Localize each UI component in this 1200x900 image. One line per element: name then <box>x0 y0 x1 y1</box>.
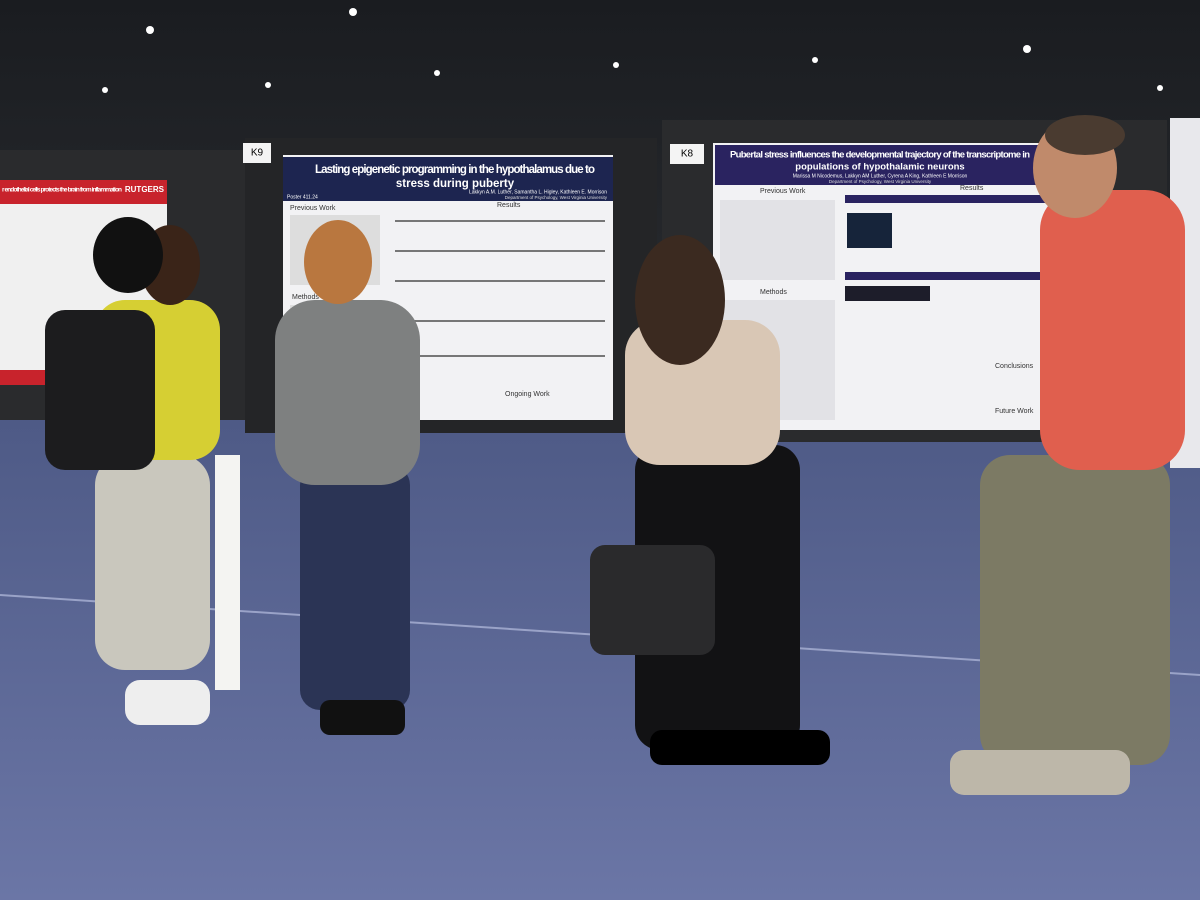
poster-affiliation: Department of Psychology, West Virginia … <box>829 179 932 184</box>
lights <box>102 8 1163 93</box>
poster-tube <box>215 455 240 690</box>
poster-section: Methods <box>292 294 319 301</box>
poster-title: populations of hypothalamic neurons <box>795 162 964 173</box>
poster-title: Pubertal stress influences the developme… <box>730 150 1030 161</box>
poster-section: Conclusions <box>995 363 1034 370</box>
poster-authors: Lakkyn A.M. Luther, Samantha L. Higley, … <box>469 189 607 195</box>
person <box>625 235 830 765</box>
person <box>950 115 1185 795</box>
poster-title: stress during puberty <box>396 178 515 190</box>
bags <box>590 545 715 655</box>
person <box>45 217 220 725</box>
poster-section: Results <box>497 202 521 209</box>
poster-section: Future Work <box>995 408 1034 415</box>
poster-header <box>0 180 167 204</box>
poster-number: Poster 411.24 <box>287 194 318 200</box>
poster-logo: RUTGERS <box>125 185 165 194</box>
poster-header <box>715 145 1045 185</box>
board-label: K8 <box>681 149 694 160</box>
poster-section: Results <box>960 185 984 192</box>
board-label-bg <box>243 143 271 163</box>
poster-section: Previous Work <box>290 205 336 212</box>
poster-title: r endothelial cells protects the brain f… <box>2 187 122 194</box>
poster-section: Methods <box>760 289 787 296</box>
person <box>275 220 420 735</box>
poster-header <box>283 157 613 201</box>
poster-affiliation: Department of Psychology, West Virginia … <box>505 195 608 200</box>
poster-authors: Marissa M Nicodemus, Lakkyn AM Luther, C… <box>793 173 968 179</box>
poster-section: Previous Work <box>760 188 806 195</box>
poster-section: Ongoing Work <box>505 391 550 398</box>
poster-title: Lasting epigenetic programming in the hy… <box>315 164 595 176</box>
board-label: K9 <box>251 148 264 159</box>
board-label-bg <box>670 144 704 164</box>
